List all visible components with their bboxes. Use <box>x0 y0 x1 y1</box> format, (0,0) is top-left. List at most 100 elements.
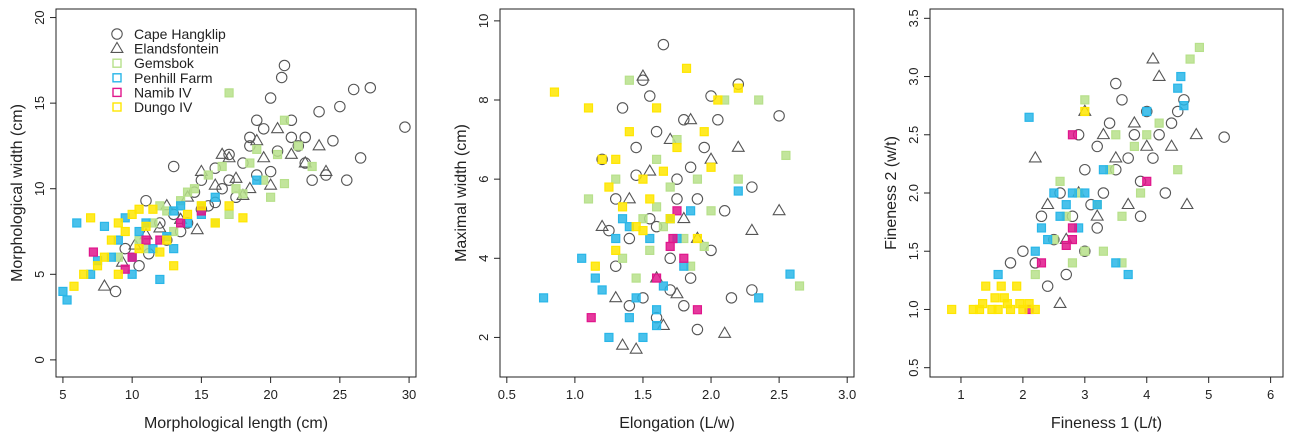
gemsbok-square-marker <box>203 170 213 180</box>
dungo-iv-square-marker <box>92 261 103 271</box>
gemsbok-square-marker <box>1080 95 1090 105</box>
namib-iv-square-marker <box>1067 223 1078 233</box>
dungo-iv-legend-marker <box>112 102 122 112</box>
dungo-iv-square-marker <box>681 63 692 73</box>
cape-hangklip-circle-marker <box>1041 280 1054 292</box>
dungo-iv-square-marker <box>127 209 137 219</box>
elandsfontein-triangle-marker <box>97 278 112 291</box>
dungo-iv-square-marker <box>672 142 682 153</box>
y-tick-label: 2.5 <box>906 126 921 144</box>
cape-hangklip-circle-marker <box>691 323 704 336</box>
dungo-iv-square-marker <box>990 293 1000 303</box>
cape-hangklip-circle-marker <box>712 114 724 126</box>
elandsfontein-triangle-marker <box>731 140 746 152</box>
penhill-farm-square-marker <box>597 285 607 295</box>
cape-hangklip-circle-marker <box>299 131 311 144</box>
cape-hangklip-circle-marker <box>1134 210 1147 223</box>
penhill-farm-legend-marker <box>112 73 122 83</box>
gemsbok-square-marker <box>1129 141 1139 152</box>
dungo-iv-square-marker <box>733 83 743 93</box>
penhill-farm-square-marker <box>631 293 641 303</box>
elandsfontein-triangle-marker <box>670 286 684 299</box>
y-tick-label: 0.5 <box>906 359 921 377</box>
gemsbok-square-marker <box>611 174 621 184</box>
elandsfontein-triangle-marker <box>1146 51 1160 64</box>
legend-label: Gemsbok <box>134 55 195 71</box>
elandsfontein-triangle-marker <box>1096 127 1111 140</box>
cape-hangklip-circle-marker <box>1116 94 1128 106</box>
x-tick-label: 4 <box>1143 387 1150 402</box>
penhill-farm-square-marker <box>1176 71 1186 82</box>
penhill-farm-square-marker <box>785 269 795 279</box>
gemsbok-square-marker <box>733 174 743 184</box>
x-tick-label: 10 <box>125 387 139 402</box>
cape-hangklip-circle-marker <box>264 165 277 178</box>
cape-hangklip-circle-marker <box>285 131 298 144</box>
elandsfontein-triangle-marker <box>242 181 257 194</box>
elandsfontein-triangle-marker <box>717 326 732 338</box>
cape-hangklip-circle-marker <box>684 272 697 284</box>
gemsbok-square-marker <box>1154 118 1164 128</box>
elandsfontein-triangle-marker <box>1090 209 1105 221</box>
penhill-farm-square-marker <box>155 274 165 285</box>
elandsfontein-legend-marker <box>110 41 124 53</box>
elandsfontein-triangle-marker <box>222 150 236 163</box>
gemsbok-square-marker <box>1055 176 1065 186</box>
penhill-farm-square-marker <box>686 206 696 216</box>
cape-hangklip-circle-marker <box>1218 131 1230 143</box>
gemsbok-square-marker <box>665 182 675 192</box>
dungo-iv-square-marker <box>597 154 607 164</box>
penhill-farm-square-marker <box>624 313 634 323</box>
elandsfontein-triangle-marker <box>270 121 285 134</box>
elandsfontein-triangle-marker <box>284 147 299 159</box>
cape-hangklip-circle-marker <box>251 114 263 127</box>
elandsfontein-triangle-marker <box>704 152 718 164</box>
y-axis-label: Maximal width (cm) <box>453 124 470 262</box>
dungo-iv-square-marker <box>549 87 560 97</box>
legend-item-cape-hangklip: Cape Hangklip <box>111 26 226 42</box>
dungo-iv-square-marker <box>113 218 123 228</box>
cape-hangklip-circle-marker <box>341 174 353 186</box>
namib-iv-square-marker <box>1036 258 1047 268</box>
cape-hangklip-circle-marker <box>1128 129 1141 141</box>
x-tick-label: 5 <box>1205 387 1212 402</box>
cape-hangklip-circle-marker <box>167 160 180 173</box>
dungo-iv-square-marker <box>638 174 648 184</box>
y-tick-label: 0 <box>32 356 47 363</box>
gemsbok-square-marker <box>617 253 628 263</box>
gemsbok-square-marker <box>169 226 179 237</box>
elandsfontein-triangle-marker <box>298 155 313 168</box>
gemsbok-square-marker <box>651 154 662 164</box>
penhill-farm-square-marker <box>169 244 179 254</box>
gemsbok-square-marker <box>624 75 634 85</box>
elandsfontein-triangle-marker <box>1180 197 1194 210</box>
gemsbok-square-marker <box>307 161 317 172</box>
cape-hangklip-circle-marker <box>292 140 305 152</box>
dungo-iv-square-marker <box>86 213 96 223</box>
elandsfontein-triangle-marker <box>1139 139 1154 151</box>
dungo-iv-square-marker <box>162 235 172 245</box>
x-tick-label: 20 <box>263 387 277 402</box>
cape-hangklip-circle-marker <box>223 174 235 186</box>
penhill-farm-square-marker <box>1098 165 1109 175</box>
penhill-farm-square-marker <box>651 305 662 315</box>
penhill-farm-square-marker <box>169 206 179 216</box>
gemsbok-square-marker <box>645 245 655 255</box>
dungo-iv-square-marker <box>113 269 123 279</box>
cape-hangklip-circle-marker <box>1141 105 1153 118</box>
dungo-iv-square-marker <box>1024 299 1034 309</box>
penhill-farm-square-marker <box>658 281 668 291</box>
y-tick-label: 8 <box>476 96 491 103</box>
cape-hangklip-circle-marker <box>223 148 235 161</box>
plot-frame <box>55 8 417 378</box>
x-tick-label: 1.5 <box>634 387 652 402</box>
y-tick-label: 1.5 <box>906 242 921 260</box>
gemsbok-square-marker <box>231 184 241 194</box>
penhill-farm-square-marker <box>1067 188 1078 198</box>
gemsbok-square-marker <box>1098 246 1109 256</box>
dungo-iv-square-marker <box>1012 281 1022 291</box>
dungo-iv-square-marker <box>1080 106 1090 117</box>
elandsfontein-triangle-marker <box>1108 150 1123 163</box>
penhill-farm-square-marker <box>210 192 220 202</box>
